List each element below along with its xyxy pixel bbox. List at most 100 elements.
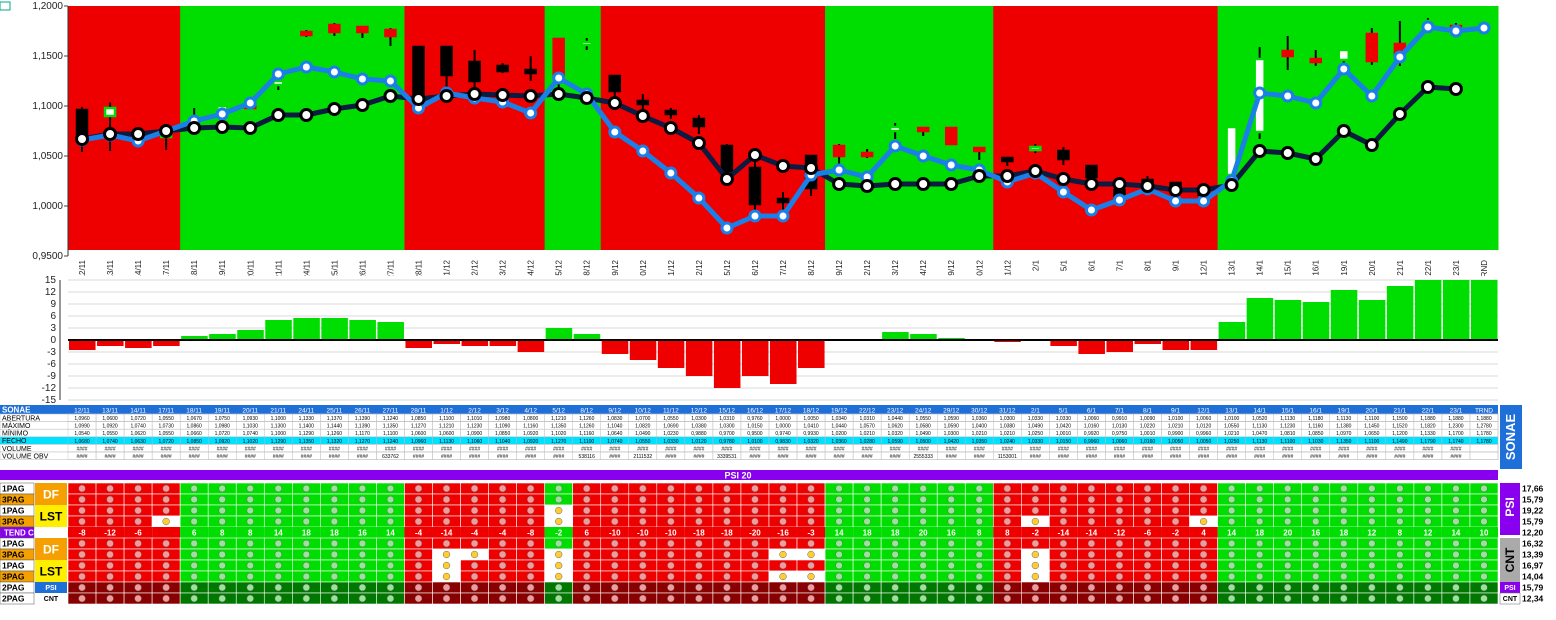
grid-cell-value: #### <box>1310 454 1321 460</box>
signal-cell <box>460 527 489 538</box>
signal-dot <box>667 506 675 515</box>
signal-dot <box>1396 517 1404 526</box>
y-tick-label: 1,1500 <box>32 51 63 62</box>
grid-cell-value: #### <box>469 454 480 460</box>
signal-dot <box>414 506 423 515</box>
signal-dot <box>1312 539 1320 548</box>
grid-cell-value: #### <box>245 454 256 460</box>
signal-dot <box>386 594 395 603</box>
x-tick-label: 2/12 <box>471 259 480 275</box>
signal-dot <box>1312 572 1320 581</box>
grid-cell-value: 1,1270 <box>551 439 567 445</box>
series-point-dark <box>944 177 959 191</box>
signal-dot <box>358 550 367 559</box>
grid-date-label: 16/1 <box>1309 408 1322 415</box>
signal-dot <box>891 484 899 493</box>
grid-cell-value: #### <box>834 446 845 452</box>
grid-cell-value: 1,0740 <box>102 439 118 445</box>
series-point-blue <box>1197 194 1211 208</box>
grid-date-label: TRND <box>1475 408 1493 415</box>
x-tick-label: 12/11 <box>78 259 87 276</box>
signal-dot <box>639 539 647 548</box>
signal-dot <box>779 484 787 493</box>
grid-cell-value: 1,0820 <box>635 424 651 430</box>
signal-dot <box>583 594 591 603</box>
x-tick-label: 6/1 <box>1087 259 1096 271</box>
signal-dot <box>1256 561 1264 570</box>
psi-tag-bg <box>35 582 67 593</box>
signal-dot <box>470 572 479 581</box>
signal-dot <box>891 539 899 548</box>
grid-cell-value: #### <box>385 446 396 452</box>
signal-dot <box>414 539 423 548</box>
grid-cell-value: #### <box>525 454 536 460</box>
signal-dot <box>162 550 170 559</box>
grid-cell-value: 1,1260 <box>579 424 595 430</box>
candle-body <box>1309 57 1322 64</box>
signal-dot <box>807 506 815 515</box>
grid-cell-value: #### <box>1422 446 1433 452</box>
signal-cell <box>1329 527 1358 538</box>
grid-cell-value: #### <box>1450 446 1461 452</box>
signal-dot <box>526 594 535 603</box>
series-point-dark <box>187 121 202 135</box>
grid-date-label: 26/11 <box>355 408 371 415</box>
signal-dot <box>1284 506 1292 515</box>
candle-body <box>496 64 509 73</box>
signal-cell <box>208 527 237 538</box>
osc-bar <box>1442 280 1470 340</box>
grid-cell-value: #### <box>1086 454 1097 460</box>
series-point-dark <box>1252 144 1267 158</box>
signal-dot <box>1087 539 1096 548</box>
signal-dot <box>1143 583 1152 592</box>
signal-dot <box>1368 539 1376 548</box>
grid-cell-value: 1,0300 <box>719 424 735 430</box>
signal-dot <box>779 561 787 570</box>
signal-dot <box>526 517 535 526</box>
x-tick-label: 17/12 <box>779 259 788 276</box>
tend-value: -2 <box>555 529 563 538</box>
grid-cell-value: 1,1350 <box>1336 439 1352 445</box>
side-sonae-bg <box>1500 405 1522 469</box>
tend-value: -2 <box>1172 529 1180 538</box>
signal-dot <box>162 506 170 515</box>
signal-dot <box>470 484 479 493</box>
signal-cell <box>684 527 713 538</box>
signal-cell <box>320 527 349 538</box>
osc-bar <box>1414 280 1442 340</box>
signal-dot <box>274 506 282 515</box>
signal-dot <box>1143 572 1152 581</box>
signal-dot <box>414 517 423 526</box>
grid-cell-value: 1,1010 <box>467 416 483 422</box>
grid-cell-value: 1,0640 <box>607 431 623 437</box>
signal-dot <box>1171 484 1180 493</box>
osc-bar <box>1386 286 1414 340</box>
grid-cell-value: 1,0300 <box>1000 416 1016 422</box>
signal-dot <box>751 561 759 570</box>
osc-bar <box>1302 302 1330 340</box>
grid-cell-value: 1,0490 <box>635 431 651 437</box>
signal-cell <box>1301 527 1330 538</box>
tend-value: 14 <box>386 529 395 538</box>
osc-bar <box>573 334 601 340</box>
signal-dot <box>975 594 983 603</box>
signal-dot <box>1059 506 1068 515</box>
signal-dot <box>1312 517 1320 526</box>
grid-cell-value: 1,0600 <box>102 416 118 422</box>
signal-dot <box>134 539 142 548</box>
tend-value: 8 <box>1398 529 1403 538</box>
grid-cell-value: 1,1180 <box>1308 416 1323 422</box>
x-tick-label: 15/12 <box>723 259 732 276</box>
signal-dot <box>190 495 198 504</box>
grid-cell-value: 633762 <box>382 454 399 460</box>
signal-dot <box>779 506 787 515</box>
osc-bar <box>713 340 741 388</box>
signal-dot <box>1256 506 1264 515</box>
right-value: 12,34 <box>1522 594 1544 604</box>
series-point-dark <box>243 121 258 135</box>
signal-dot <box>1396 484 1404 493</box>
signal-dot <box>947 594 955 603</box>
grid-cell-value: #### <box>1058 454 1069 460</box>
grid-cell-value: 1,0650 <box>1364 431 1380 437</box>
